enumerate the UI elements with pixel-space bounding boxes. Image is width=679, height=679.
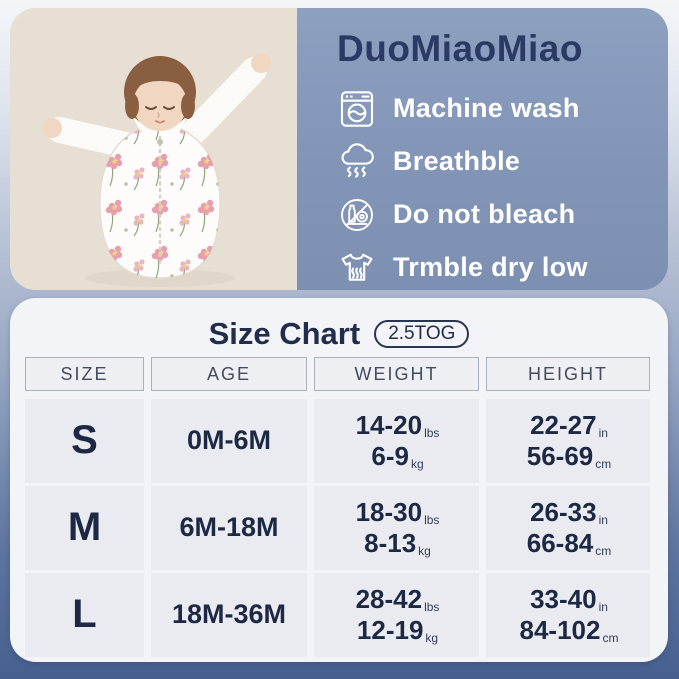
no-bleach-icon — [337, 195, 377, 235]
column-header-height: HEIGHT — [486, 357, 650, 391]
table-row-s-weight: 14-20 lbs 6-9 kg — [314, 399, 479, 483]
weight-kg-value: 12-19 — [356, 615, 424, 645]
size-value: M — [67, 505, 102, 550]
tog-badge: 2.5TOG — [374, 320, 470, 348]
feature-breathable: Breathble — [337, 135, 668, 188]
column-header-size: SIZE — [25, 357, 144, 391]
height-cm-value: 84-102 — [519, 615, 601, 645]
height-cm-value: 56-69 — [526, 441, 594, 471]
table-row-s-age: 0M-6M — [151, 399, 307, 483]
feature-label: Machine wash — [393, 93, 580, 123]
washing-machine-icon — [337, 89, 377, 129]
table-row-s-size: S — [25, 399, 144, 483]
weight-kg-unit: kg — [418, 544, 431, 558]
breathable-icon — [337, 142, 377, 182]
weight-lbs-unit: lbs — [424, 513, 440, 528]
weight-lbs-unit: lbs — [424, 426, 440, 441]
weight-kg-unit: kg — [425, 631, 439, 645]
height-in-value: 22-27 — [530, 410, 597, 441]
age-value: 6M-18M — [179, 512, 279, 543]
height-in-value: 33-40 — [530, 584, 597, 615]
feature-no-bleach: Do not bleach — [337, 188, 668, 241]
brand-logo: DuoMiaoMiao — [337, 28, 583, 69]
baby-illustration — [10, 8, 297, 290]
column-header-age: AGE — [151, 357, 307, 391]
height-in-value: 26-33 — [530, 497, 597, 528]
tumble-dry-icon — [337, 248, 377, 288]
height-in-unit: in — [598, 426, 608, 441]
features-panel: DuoMiaoMiao Machine wash — [297, 8, 668, 290]
height-cm-value: 66-84 — [526, 528, 594, 558]
weight-kg-unit: kg — [410, 457, 424, 471]
height-cm-unit: cm — [602, 631, 619, 645]
table-body: S 0M-6M 14-20 lbs 6-9 kg 22-27 in 56-69 cm M… — [25, 399, 653, 657]
weight-kg-value: 6-9 — [371, 441, 409, 471]
size-chart-title: Size Chart — [208, 316, 361, 351]
table-header-row: SIZE AGE WEIGHT HEIGHT — [25, 357, 653, 391]
feature-label: Trmble dry low — [393, 252, 588, 282]
table-row-m-height: 26-33 in 66-84 cm — [486, 486, 650, 570]
size-value: S — [71, 418, 98, 463]
table-row-s-height: 22-27 in 56-69 cm — [486, 399, 650, 483]
size-chart-card: Size Chart 2.5TOG SIZE AGE WEIGHT HEIGHT… — [10, 298, 668, 662]
weight-lbs-value: 18-30 — [355, 497, 423, 528]
baby-product-photo — [10, 8, 297, 290]
feature-label: Breathble — [393, 146, 521, 176]
height-in-unit: in — [598, 600, 608, 615]
weight-kg-value: 8-13 — [364, 528, 417, 558]
table-row-m-age: 6M-18M — [151, 486, 307, 570]
feature-machine-wash: Machine wash — [337, 82, 668, 135]
size-chart-header: Size Chart 2.5TOG — [25, 311, 653, 357]
height-cm-unit: cm — [595, 544, 612, 558]
size-value: L — [72, 592, 97, 637]
table-row-m-size: M — [25, 486, 144, 570]
feature-tumble-dry: Trmble dry low — [337, 241, 668, 290]
table-row-m-weight: 18-30 lbs 8-13 kg — [314, 486, 479, 570]
weight-lbs-value: 28-42 — [355, 584, 423, 615]
height-cm-unit: cm — [595, 457, 612, 471]
table-row-l-age: 18M-36M — [151, 573, 307, 657]
feature-label: Do not bleach — [393, 199, 576, 229]
table-row-l-size: L — [25, 573, 144, 657]
weight-lbs-value: 14-20 — [355, 410, 423, 441]
table-row-l-height: 33-40 in 84-102 cm — [486, 573, 650, 657]
age-value: 18M-36M — [171, 599, 287, 630]
column-header-weight: WEIGHT — [314, 357, 479, 391]
top-section: DuoMiaoMiao Machine wash — [10, 8, 668, 290]
weight-lbs-unit: lbs — [424, 600, 440, 615]
table-row-l-weight: 28-42 lbs 12-19 kg — [314, 573, 479, 657]
age-value: 0M-6M — [186, 425, 271, 456]
height-in-unit: in — [598, 513, 608, 528]
